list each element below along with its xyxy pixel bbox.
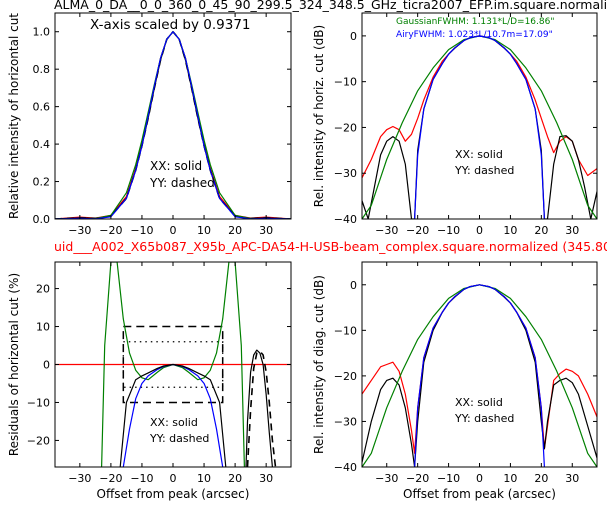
axis-scale-note: X-axis scaled by 0.9371	[90, 17, 251, 33]
y-tick-label: −10	[334, 76, 357, 89]
x-tick-label: −10	[130, 224, 153, 237]
series-line-black-dashed	[55, 30, 291, 219]
y-axis-label: Rel. intensity of diag. cut (dB)	[312, 275, 326, 454]
plot-area	[55, 262, 291, 467]
figure-title-top: ALMA_0_DA__0_0_360_0_45_90_299.5_324_348…	[54, 0, 607, 12]
series-line-black-solid	[55, 31, 291, 219]
plot-area	[362, 35, 597, 219]
y-tick-label: −20	[27, 434, 50, 447]
x-tick-label: 10	[503, 224, 517, 237]
x-tick-label: −30	[375, 472, 398, 485]
x-tick-label: 10	[503, 472, 517, 485]
y-tick-label: 0	[350, 279, 357, 292]
x-tick-label: −20	[406, 224, 429, 237]
x-tick-label: 20	[228, 472, 242, 485]
plot-area	[55, 30, 291, 219]
line-style-note: XX: solid	[455, 148, 503, 161]
line-style-note: YY: dashed	[454, 164, 514, 177]
series-line-blue-solid	[55, 31, 291, 219]
x-axis-label: Offset from peak (arcsec)	[403, 487, 556, 501]
x-tick-label: −10	[437, 224, 460, 237]
x-tick-label: 30	[259, 472, 273, 485]
x-tick-label: 30	[565, 472, 579, 485]
y-tick-label: −30	[334, 415, 357, 428]
line-style-note: YY: dashed	[149, 432, 209, 445]
x-tick-label: −30	[375, 224, 398, 237]
y-axis-label: Residuals of horizontal cut (%)	[7, 273, 21, 456]
x-tick-label: 20	[534, 224, 548, 237]
y-tick-label: 0	[43, 359, 50, 372]
x-tick-label: −20	[99, 472, 122, 485]
y-tick-label: −10	[334, 324, 357, 337]
axes-frame	[361, 12, 598, 220]
x-tick-label: 0	[476, 224, 483, 237]
y-tick-label: 20	[36, 283, 50, 296]
y-tick-label: 0.8	[33, 63, 51, 76]
series-line-black-solid	[362, 284, 597, 467]
x-tick-label: −20	[99, 224, 122, 237]
x-tick-label: −30	[68, 224, 91, 237]
y-tick-label: −20	[334, 370, 357, 383]
line-style-note: YY: dashed	[454, 412, 514, 425]
series-line-blue-solid	[414, 284, 545, 467]
y-axis-label: Relative intensity of horizontal cut	[7, 13, 21, 219]
line-style-note: XX: solid	[150, 159, 202, 173]
fwhm-legend-line: GaussianFWHM: 1.131*L/D=16.86"	[396, 17, 554, 27]
chart-panel-top-right: −30 −20 −10 0 10 20 30 0 −10 −20 −30 −40 Rel. intens…	[312, 12, 598, 237]
series-line-blue-solid	[414, 35, 545, 219]
x-tick-label: 0	[170, 224, 177, 237]
x-axis-label: Offset from peak (arcsec)	[97, 487, 250, 501]
y-tick-label: 0.0	[33, 213, 51, 226]
series-line-red-solid	[362, 284, 597, 454]
axes-frame	[361, 261, 598, 468]
series-line-green-solid	[362, 35, 597, 219]
x-tick-label: 30	[259, 224, 273, 237]
series-line-black-solid	[362, 35, 597, 219]
chart-panel-bottom-left: −30 −20 −10 0 10 20 30 20 10 0 −10 −20 Residuals of …	[7, 261, 292, 501]
fwhm-legend-line: AiryFWHM: 1.023*L/10.7m=17.09"	[396, 30, 553, 40]
x-tick-label: 0	[170, 472, 177, 485]
x-tick-label: 0	[476, 472, 483, 485]
x-tick-label: 10	[197, 472, 211, 485]
x-tick-label: −10	[130, 472, 153, 485]
y-tick-label: 1.0	[33, 26, 51, 39]
x-tick-label: 20	[228, 224, 242, 237]
y-tick-label: −20	[334, 121, 357, 134]
x-tick-label: 20	[534, 472, 548, 485]
series-line-green-solid	[362, 284, 597, 467]
chart-panel-bottom-right: −30 −20 −10 0 10 20 30 0 −10 −20 −30 −40 Rel. intens…	[312, 261, 598, 501]
x-tick-label: 10	[197, 224, 211, 237]
figure-title-bottom: uid___A002_X65b087_X95b_APC-DA54-H-USB-b…	[54, 239, 607, 254]
y-tick-label: 10	[36, 321, 50, 334]
y-tick-label: −30	[334, 167, 357, 180]
x-tick-label: −20	[406, 472, 429, 485]
line-style-note: YY: dashed	[149, 176, 215, 190]
y-tick-label: −40	[334, 213, 357, 226]
line-style-note: XX: solid	[455, 396, 503, 409]
series-line-black-solid	[119, 363, 227, 467]
series-line-black-solid	[245, 349, 273, 467]
x-tick-label: 30	[565, 224, 579, 237]
y-tick-label: 0.4	[33, 138, 51, 151]
y-tick-label: −40	[334, 461, 357, 474]
y-tick-label: −10	[27, 396, 50, 409]
x-tick-label: −30	[68, 472, 91, 485]
y-tick-label: 0.6	[33, 101, 51, 114]
series-line-green-solid	[55, 31, 291, 219]
y-tick-label: 0.2	[33, 176, 51, 189]
chart-panel-top-left: −30 −20 −10 0 10 20 30 0.0 0.2 0.4 0.6 0.8 1.0 Relati…	[7, 12, 292, 237]
y-tick-label: 0	[350, 30, 357, 43]
line-style-note: XX: solid	[150, 416, 198, 429]
plot-area	[362, 284, 597, 467]
series-line-black-dashed	[246, 350, 277, 467]
x-tick-label: −10	[437, 472, 460, 485]
y-axis-label: Rel. intensity of horiz. cut (dB)	[312, 25, 326, 207]
series-line-red-solid	[55, 31, 291, 219]
